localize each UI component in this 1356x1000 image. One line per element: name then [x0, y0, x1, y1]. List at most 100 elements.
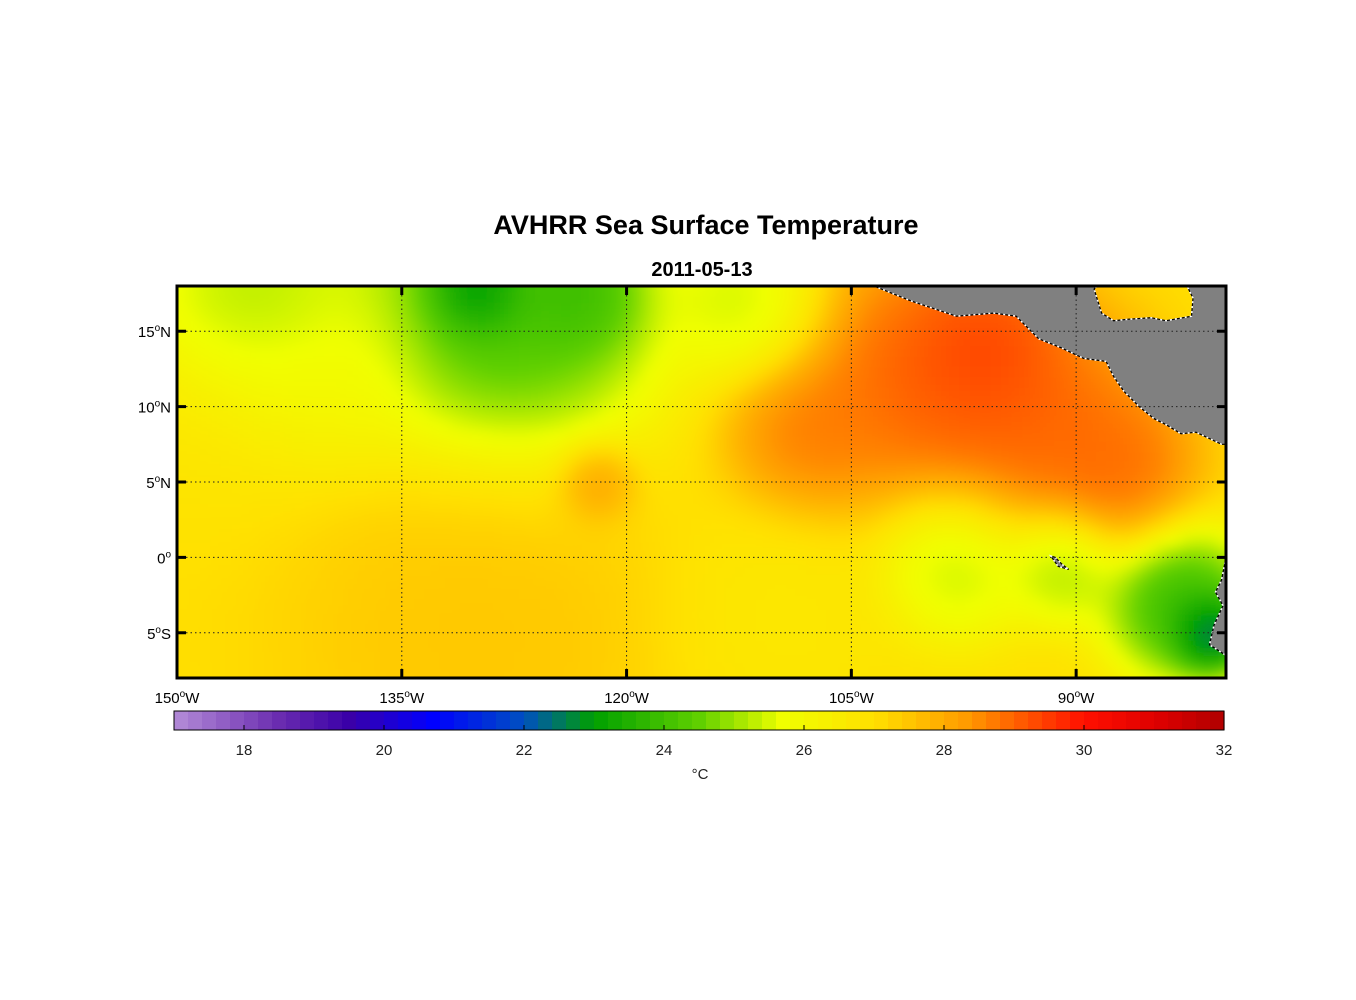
- colorbar-cell: [706, 711, 721, 730]
- colorbar-units: °C: [692, 766, 709, 783]
- colorbar-cell: [972, 711, 987, 730]
- colorbar-cell: [314, 711, 329, 730]
- colorbar-tick-label: 28: [936, 742, 953, 759]
- colorbar-cell: [342, 711, 357, 730]
- colorbar-cell: [258, 711, 273, 730]
- colorbar-cell: [608, 711, 623, 730]
- colorbar-cell: [846, 711, 861, 730]
- colorbar-cell: [230, 711, 245, 730]
- colorbar-cell: [874, 711, 889, 730]
- colorbar-cell: [1056, 711, 1071, 730]
- colorbar-cell: [636, 711, 651, 730]
- colorbar-cell: [916, 711, 931, 730]
- colorbar-cell: [468, 711, 483, 730]
- colorbar-cell: [454, 711, 469, 730]
- colorbar-cell: [804, 711, 819, 730]
- colorbar-cell: [440, 711, 455, 730]
- colorbar-cell: [958, 711, 973, 730]
- colorbar-cell: [832, 711, 847, 730]
- colorbar-cell: [860, 711, 875, 730]
- colorbar-cell: [202, 711, 217, 730]
- lat-label: 10oN: [138, 399, 171, 417]
- colorbar-cell: [622, 711, 637, 730]
- colorbar-cell: [720, 711, 735, 730]
- colorbar-cell: [174, 711, 189, 730]
- colorbar-cell: [734, 711, 749, 730]
- colorbar-cell: [1042, 711, 1057, 730]
- coastline-mask-south-america: [1208, 557, 1226, 657]
- figure-title: AVHRR Sea Surface Temperature: [493, 210, 918, 240]
- colorbar-cell: [1126, 711, 1141, 730]
- colorbar-cell: [790, 711, 805, 730]
- lat-label: 0o: [157, 549, 171, 567]
- colorbar-cell: [902, 711, 917, 730]
- colorbar-ticks: 18 20 22 24 26 28 30 32: [236, 725, 1233, 759]
- colorbar-tick-label: 24: [656, 742, 673, 759]
- colorbar-cell: [748, 711, 763, 730]
- colorbar-cell: [552, 711, 567, 730]
- colorbar-cell: [1196, 711, 1211, 730]
- colorbar-cell: [692, 711, 707, 730]
- colorbar-cell: [1070, 711, 1085, 730]
- colorbar-cell: [216, 711, 231, 730]
- lon-label: 135oW: [379, 689, 425, 707]
- land-layer: [873, 286, 1226, 657]
- colorbar-cell: [1154, 711, 1169, 730]
- colorbar-scale: [174, 711, 1225, 730]
- colorbar-cell: [762, 711, 777, 730]
- colorbar-cell: [1028, 711, 1043, 730]
- colorbar-cell: [496, 711, 511, 730]
- colorbar-cell: [482, 711, 497, 730]
- colorbar-cell: [664, 711, 679, 730]
- colorbar-cell: [1084, 711, 1099, 730]
- colorbar-tick-label: 32: [1216, 742, 1233, 759]
- figure-subtitle: 2011-05-13: [651, 259, 752, 281]
- colorbar-cell: [510, 711, 525, 730]
- colorbar-cell: [944, 711, 959, 730]
- colorbar-tick-label: 30: [1076, 742, 1093, 759]
- colorbar-cell: [384, 711, 399, 730]
- lat-label: 15oN: [138, 323, 171, 341]
- colorbar-cell: [580, 711, 595, 730]
- colorbar-cell: [930, 711, 945, 730]
- colorbar-cell: [328, 711, 343, 730]
- colorbar-cell: [1182, 711, 1197, 730]
- colorbar-cell: [1140, 711, 1155, 730]
- latitude-labels: 15oN 10oN 5oN 0o 5oS: [138, 323, 172, 643]
- colorbar-cell: [272, 711, 287, 730]
- colorbar-cell: [1000, 711, 1015, 730]
- colorbar-cell: [538, 711, 553, 730]
- colorbar-cell: [650, 711, 665, 730]
- map-area: [175, 284, 1228, 680]
- colorbar-cell: [356, 711, 371, 730]
- axis-tick-marks: [175, 286, 1226, 678]
- colorbar-cell: [1168, 711, 1183, 730]
- colorbar-cell: [1112, 711, 1127, 730]
- lon-label: 105oW: [829, 689, 875, 707]
- colorbar-cell: [678, 711, 693, 730]
- colorbar-tick-label: 18: [236, 742, 253, 759]
- coastline-mask-galapagos: [1048, 554, 1070, 571]
- colorbar-tick-label: 22: [516, 742, 533, 759]
- colorbar-cell: [1210, 711, 1225, 730]
- colorbar-cell: [888, 711, 903, 730]
- lat-label: 5oN: [146, 474, 171, 492]
- colorbar-cell: [566, 711, 581, 730]
- colorbar-cell: [1098, 711, 1113, 730]
- colorbar-cell: [300, 711, 315, 730]
- colorbar-frame: [173, 710, 1225, 731]
- colorbar-cell: [426, 711, 441, 730]
- lon-label: 150oW: [155, 689, 201, 707]
- colorbar-cell: [412, 711, 427, 730]
- colorbar: 18 20 22 24 26 28 30 32 °C: [173, 710, 1233, 783]
- lat-label: 5oS: [147, 625, 171, 643]
- lon-label: 90oW: [1058, 689, 1095, 707]
- colorbar-cell: [286, 711, 301, 730]
- colorbar-cell: [818, 711, 833, 730]
- colorbar-cell: [398, 711, 413, 730]
- lon-label: 120oW: [604, 689, 650, 707]
- colorbar-tick-label: 26: [796, 742, 813, 759]
- colorbar-cell: [244, 711, 259, 730]
- colorbar-cell: [524, 711, 539, 730]
- colorbar-tick-label: 20: [376, 742, 393, 759]
